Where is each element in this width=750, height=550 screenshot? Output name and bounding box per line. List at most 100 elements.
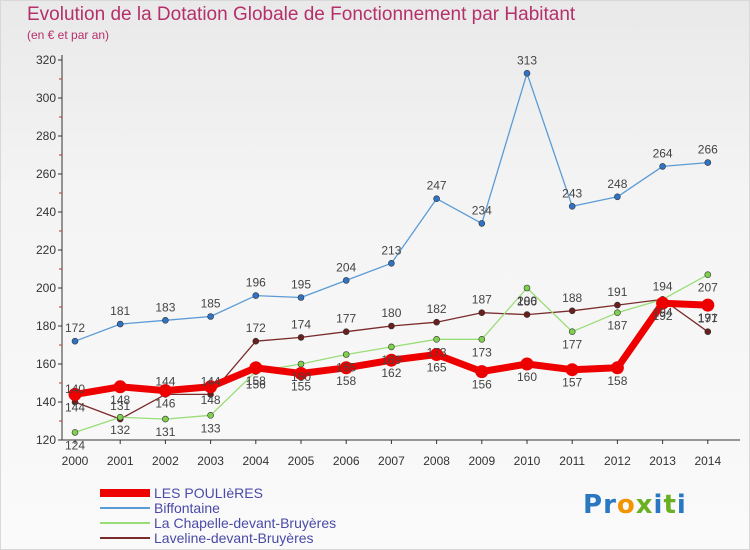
data-label: 158 — [607, 374, 627, 388]
data-point — [478, 220, 486, 227]
data-label: 173 — [427, 345, 447, 359]
data-point — [656, 296, 670, 310]
data-label: 181 — [110, 304, 130, 318]
data-point — [252, 292, 260, 299]
data-point — [342, 351, 350, 358]
data-point — [68, 387, 82, 401]
data-label: 196 — [246, 276, 266, 290]
y-tick-label: 160 — [36, 357, 56, 371]
data-label: 177 — [562, 338, 582, 352]
legend-swatch — [100, 537, 150, 539]
logo-letter: i — [676, 490, 687, 520]
data-point — [342, 328, 350, 336]
data-label: 158 — [336, 374, 356, 388]
data-point — [433, 335, 440, 343]
data-label: 313 — [517, 53, 537, 67]
data-point — [610, 361, 624, 375]
data-label: 144 — [65, 400, 85, 414]
data-label: 160 — [291, 370, 311, 384]
chart-title: Evolution de la Dotation Globale de Fonc… — [27, 4, 576, 25]
logo-letter: t — [663, 490, 677, 520]
data-label: 194 — [653, 305, 673, 319]
x-tick-label: 2004 — [242, 454, 269, 468]
data-point — [207, 411, 214, 419]
legend-label: LES POULIèRES — [154, 485, 263, 501]
data-point — [158, 384, 172, 398]
data-point — [568, 307, 576, 315]
data-label: 146 — [155, 397, 175, 411]
logo-letter: r — [603, 490, 617, 520]
data-label: 207 — [698, 281, 718, 295]
data-label: 158 — [246, 374, 266, 388]
y-tick-label: 220 — [36, 243, 56, 257]
data-label: 148 — [201, 393, 221, 407]
data-label: 174 — [291, 317, 311, 331]
data-point — [71, 337, 79, 345]
data-label: 187 — [472, 293, 492, 307]
legend-swatch — [100, 489, 150, 497]
x-tick-label: 2006 — [333, 454, 360, 468]
y-tick-label: 180 — [36, 319, 56, 333]
data-label: 182 — [427, 302, 447, 316]
y-tick-label: 320 — [36, 53, 56, 67]
logo-letter: o — [616, 490, 636, 520]
data-label: 177 — [336, 312, 356, 326]
legend-label: Laveline-devant-Bruyères — [154, 530, 314, 546]
x-tick-label: 2009 — [468, 454, 495, 468]
data-label: 133 — [201, 421, 221, 435]
data-point — [614, 309, 621, 317]
legend-label: La Chapelle-devant-Bruyères — [154, 515, 337, 531]
x-tick-label: 2007 — [378, 454, 405, 468]
axes: 120 140 160 180 200 220 240 260 280 300 320 2000 200… — [36, 53, 740, 468]
data-point — [523, 70, 531, 77]
y-tick-label: 120 — [36, 433, 56, 447]
data-label: 248 — [607, 177, 627, 191]
data-label: 131 — [110, 399, 130, 413]
data-label: 172 — [65, 321, 85, 335]
data-point — [388, 343, 395, 351]
x-tick-label: 2008 — [423, 454, 450, 468]
data-label: 234 — [472, 203, 492, 217]
y-tick-label: 240 — [36, 205, 56, 219]
data-label: 200 — [517, 294, 537, 308]
x-tick-label: 2001 — [107, 454, 134, 468]
data-label: 144 — [201, 374, 221, 388]
x-tick-label: 2002 — [152, 454, 179, 468]
data-label: 160 — [517, 370, 537, 384]
data-label: 124 — [65, 438, 85, 452]
chart-subtitle: (en € et par an) — [27, 28, 110, 42]
data-point — [249, 361, 263, 375]
data-label: 131 — [155, 425, 175, 439]
data-point — [433, 318, 440, 326]
data-point — [388, 322, 395, 330]
x-tick-label: 2014 — [694, 454, 721, 468]
data-label: 162 — [381, 366, 401, 380]
data-point — [475, 365, 489, 379]
x-tick-label: 2011 — [559, 454, 585, 468]
data-point — [71, 429, 79, 436]
data-point — [297, 294, 305, 301]
data-point — [342, 277, 350, 284]
data-label: 172 — [246, 321, 266, 335]
data-point — [252, 337, 260, 345]
data-label: 247 — [427, 179, 447, 193]
legend-swatch — [100, 522, 150, 524]
data-label: 188 — [562, 291, 582, 305]
data-label: 186 — [517, 295, 537, 309]
data-point — [520, 357, 534, 371]
data-label: 157 — [562, 376, 582, 390]
data-point — [339, 361, 353, 375]
x-tick-label: 2005 — [288, 454, 315, 468]
data-label: 169 — [381, 353, 401, 367]
data-label: 180 — [381, 306, 401, 320]
data-label: 195 — [291, 278, 311, 292]
data-point — [113, 380, 127, 394]
data-label: 177 — [698, 312, 718, 326]
data-label: 155 — [291, 380, 311, 394]
data-point — [297, 360, 305, 368]
x-tick-label: 2003 — [197, 454, 224, 468]
data-point — [478, 309, 486, 317]
